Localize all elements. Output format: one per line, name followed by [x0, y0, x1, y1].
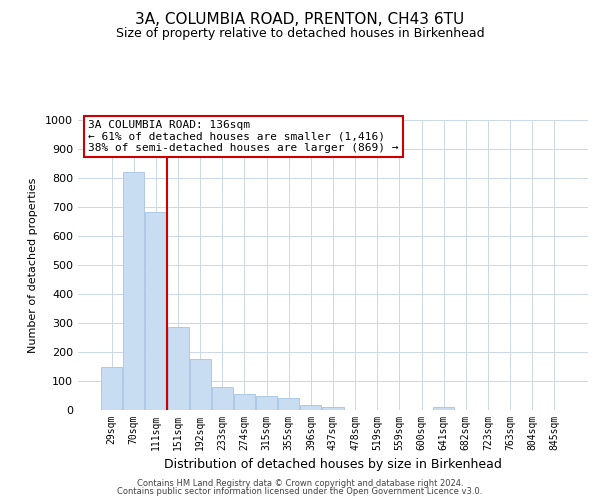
- Y-axis label: Number of detached properties: Number of detached properties: [28, 178, 38, 352]
- Text: Contains public sector information licensed under the Open Government Licence v3: Contains public sector information licen…: [118, 487, 482, 496]
- Bar: [124, 172, 145, 410]
- Text: 3A COLUMBIA ROAD: 136sqm
← 61% of detached houses are smaller (1,416)
38% of sem: 3A COLUMBIA ROAD: 136sqm ← 61% of detach…: [88, 120, 398, 153]
- Bar: [256, 396, 277, 410]
- Bar: [212, 387, 233, 410]
- Text: Contains HM Land Registry data © Crown copyright and database right 2024.: Contains HM Land Registry data © Crown c…: [137, 478, 463, 488]
- Bar: [322, 407, 344, 410]
- Bar: [234, 394, 255, 410]
- Bar: [167, 328, 188, 410]
- Bar: [278, 398, 299, 410]
- X-axis label: Distribution of detached houses by size in Birkenhead: Distribution of detached houses by size …: [164, 458, 502, 471]
- Bar: [433, 407, 454, 410]
- Bar: [190, 359, 211, 410]
- Text: Size of property relative to detached houses in Birkenhead: Size of property relative to detached ho…: [116, 28, 484, 40]
- Bar: [301, 405, 322, 410]
- Bar: [145, 212, 166, 410]
- Bar: [101, 366, 122, 410]
- Text: 3A, COLUMBIA ROAD, PRENTON, CH43 6TU: 3A, COLUMBIA ROAD, PRENTON, CH43 6TU: [136, 12, 464, 28]
